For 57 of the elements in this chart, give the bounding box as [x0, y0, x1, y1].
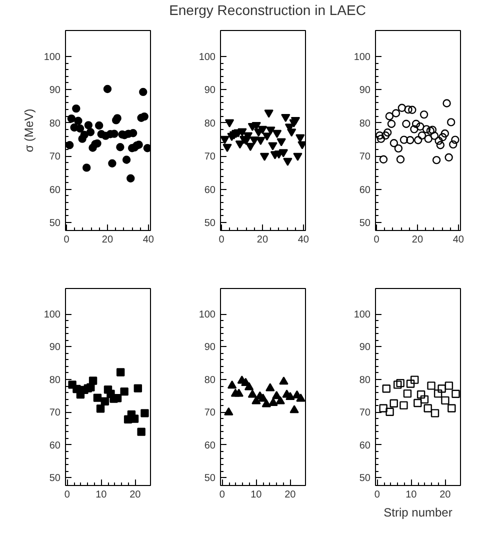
- x-tick-label: 0: [64, 490, 70, 500]
- y-tick-label: 100: [198, 310, 216, 321]
- y-tick-label: 100: [354, 52, 371, 63]
- x-tick-label: 40: [298, 234, 310, 246]
- x-tick-label: 10: [250, 490, 262, 500]
- y-tick-label: 60: [359, 184, 371, 196]
- x-tick-label: 20: [284, 490, 296, 500]
- y-tick-label: 70: [49, 152, 61, 163]
- y-tick-label: 80: [359, 118, 371, 130]
- y-tick-label: 70: [359, 408, 371, 419]
- y-tick-label: 50: [359, 218, 371, 230]
- x-axis-title: Strip number: [384, 506, 452, 520]
- x-tick-label: 40: [142, 234, 154, 246]
- y-tick-label: 50: [204, 473, 216, 484]
- y-tick-label: 50: [204, 218, 216, 230]
- y-tick-label: 90: [204, 85, 216, 96]
- y-tick-label: 80: [359, 374, 371, 386]
- x-tick-label: 10: [96, 490, 108, 500]
- x-tick-label: 40: [452, 234, 464, 246]
- x-tick-label: 20: [130, 490, 142, 500]
- y-tick-label: 70: [204, 408, 216, 419]
- y-tick-label: 90: [49, 85, 61, 96]
- y-tick-label: 80: [204, 374, 216, 386]
- y-tick-label: 60: [359, 440, 371, 452]
- y-tick-label: 100: [354, 310, 371, 321]
- x-tick-label: 0: [374, 234, 380, 246]
- y-tick-label: 50: [49, 473, 61, 484]
- y-tick-label: 90: [359, 342, 371, 354]
- y-tick-label: 50: [359, 473, 371, 484]
- y-axis-title: σ (MeV): [22, 108, 36, 152]
- y-tick-label: 70: [204, 152, 216, 163]
- y-tick-label: 100: [198, 52, 216, 63]
- y-tick-label: 80: [49, 374, 61, 386]
- x-tick-label: 20: [412, 234, 424, 246]
- y-tick-label: 60: [204, 440, 216, 452]
- y-tick-label: 60: [49, 440, 61, 452]
- x-tick-label: 10: [406, 490, 418, 500]
- y-tick-label: 70: [359, 152, 371, 163]
- x-tick-label: 0: [374, 490, 380, 500]
- y-tick-label: 90: [359, 85, 371, 96]
- y-tick-label: 70: [49, 408, 61, 419]
- y-tick-label: 50: [49, 218, 61, 230]
- x-tick-label: 0: [219, 490, 226, 500]
- y-tick-label: 100: [44, 310, 61, 321]
- y-tick-label: 90: [204, 342, 216, 354]
- y-tick-label: 60: [204, 184, 216, 196]
- y-tick-label: 60: [49, 184, 61, 196]
- x-tick-label: 20: [102, 234, 114, 246]
- x-tick-label: 0: [218, 234, 225, 246]
- x-tick-label: 20: [440, 490, 452, 500]
- y-tick-label: 90: [49, 342, 61, 354]
- y-tick-label: 80: [204, 118, 216, 130]
- x-tick-label: 20: [256, 234, 268, 246]
- x-tick-label: 0: [64, 234, 70, 246]
- chart-title: Energy Reconstruction in LAEC: [169, 1, 366, 20]
- y-tick-label: 80: [49, 118, 61, 130]
- y-tick-label: 100: [44, 52, 61, 63]
